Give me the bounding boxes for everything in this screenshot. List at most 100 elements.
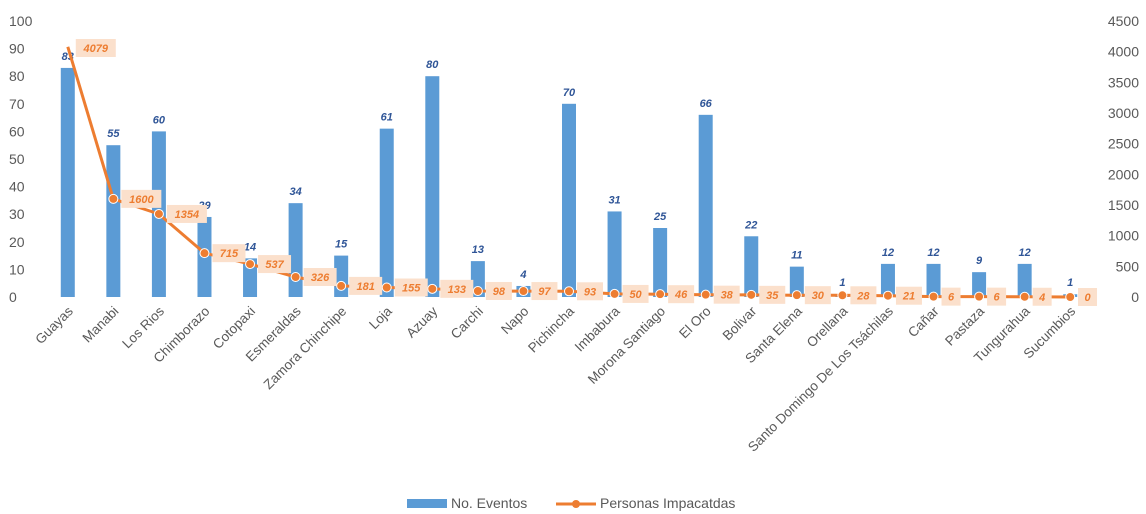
bar xyxy=(425,76,440,297)
bar xyxy=(607,211,622,297)
line-data-label: 133 xyxy=(440,279,474,298)
bar-data-label: 4 xyxy=(519,269,526,281)
line-data-label-box xyxy=(440,279,474,298)
y-left-tick-label: 0 xyxy=(9,289,17,305)
line-data-label: 155 xyxy=(394,278,428,297)
line-data-label-text: 155 xyxy=(402,282,421,294)
line-data-label-box xyxy=(531,282,558,301)
y-left-tick-label: 80 xyxy=(9,68,25,84)
line-point xyxy=(837,290,848,301)
bar xyxy=(60,67,75,297)
category-label: Napo xyxy=(498,304,531,337)
line-point xyxy=(472,285,483,296)
line-data-label: 181 xyxy=(349,276,383,295)
bar xyxy=(926,263,941,297)
line-data-label-text: 30 xyxy=(812,290,825,302)
y-left-tick-label: 20 xyxy=(9,234,25,250)
line-data-label-box xyxy=(121,189,162,208)
line-data-label-text: 133 xyxy=(448,284,466,296)
line-data-label-text: 98 xyxy=(493,286,506,298)
line-point xyxy=(791,290,802,301)
category-label: Orellana xyxy=(804,303,851,350)
line-point xyxy=(564,286,574,297)
y-axis-left: 0 10 20 30 40 50 60 70 80 90 100 xyxy=(9,13,33,305)
bar xyxy=(972,272,987,297)
y-left-tick-label: 10 xyxy=(9,261,25,277)
legend-bar-swatch xyxy=(407,499,447,508)
line-point xyxy=(928,291,939,302)
bar-data-label: 34 xyxy=(289,186,301,198)
bar xyxy=(880,263,895,297)
line-data-label: 0 xyxy=(1078,288,1097,306)
line-data-label-text: 181 xyxy=(356,281,374,293)
line-data-label: 28 xyxy=(850,286,877,305)
line-point xyxy=(882,290,893,301)
line-data-label-text: 28 xyxy=(856,290,870,302)
y-right-tick-label: 3500 xyxy=(1108,74,1139,90)
bar-data-label: 60 xyxy=(153,114,166,126)
line-data-label: 46 xyxy=(668,285,695,304)
legend: No. Eventos Personas Impacatdas xyxy=(407,495,735,511)
line-data-label-text: 21 xyxy=(902,291,915,303)
bar xyxy=(379,128,394,297)
line-point xyxy=(700,289,711,300)
y-right-tick-label: 3000 xyxy=(1108,105,1139,121)
line-data-label-box xyxy=(668,285,695,304)
line-data-label-box xyxy=(258,255,292,274)
y-right-tick-label: 4500 xyxy=(1108,13,1139,29)
line-data-label: 21 xyxy=(895,286,922,305)
category-label: Azuay xyxy=(403,303,440,340)
line-data-label-text: 326 xyxy=(311,272,330,284)
line-data-label-text: 1600 xyxy=(129,194,154,206)
y-left-tick-label: 30 xyxy=(9,206,25,222)
line-data-label: 93 xyxy=(577,282,603,301)
line-point xyxy=(518,286,529,297)
line-data-label-box xyxy=(804,286,831,305)
line-data-label-text: 38 xyxy=(721,290,734,302)
bar-data-label: 1 xyxy=(1067,277,1073,289)
line-data-label-box xyxy=(850,286,877,305)
y-left-tick-label: 90 xyxy=(9,41,25,57)
y-right-tick-label: 2500 xyxy=(1108,136,1139,152)
line-data-label: 1600 xyxy=(121,189,162,208)
legend-bar-label: No. Eventos xyxy=(451,495,527,511)
bar xyxy=(288,203,303,297)
line-data-label-box xyxy=(1078,288,1097,306)
bar xyxy=(1017,263,1032,297)
line-point xyxy=(1019,291,1030,302)
line-data-label: 537 xyxy=(258,255,292,274)
line-data-label-text: 1354 xyxy=(175,209,199,221)
line-data-label-text: 46 xyxy=(674,289,688,301)
line-point xyxy=(381,282,392,293)
bar-data-label: 1 xyxy=(839,277,845,289)
line-data-label: 38 xyxy=(713,285,740,304)
line-data-label: 30 xyxy=(804,286,831,305)
line-data-label: 6 xyxy=(941,287,961,306)
legend-line-label: Personas Impacatdas xyxy=(600,495,735,511)
line-point xyxy=(655,289,666,300)
category-label: Bolivar xyxy=(720,303,760,343)
bar-data-label: 25 xyxy=(653,211,667,223)
line-data-label: 1354 xyxy=(166,204,207,223)
category-label: Los Rios xyxy=(119,303,167,351)
y-right-tick-label: 2000 xyxy=(1108,166,1139,182)
category-label: Pichincha xyxy=(525,303,577,355)
bar-data-label: 13 xyxy=(472,244,484,256)
line-data-label-text: 715 xyxy=(220,248,239,260)
bar xyxy=(744,236,759,297)
line-data-label: 326 xyxy=(303,268,337,287)
line-point xyxy=(199,248,210,259)
line-data-label-box xyxy=(303,268,337,287)
bar-data-label: 11 xyxy=(791,250,802,262)
line-point xyxy=(974,291,985,302)
line-data-label-text: 6 xyxy=(948,292,955,304)
line-point xyxy=(746,289,757,300)
line-data-label: 4079 xyxy=(75,39,116,57)
bar-data-label: 80 xyxy=(426,59,439,71)
line-point xyxy=(153,208,164,219)
y-left-tick-label: 60 xyxy=(9,123,25,139)
bar-data-label: 55 xyxy=(107,128,120,140)
bar xyxy=(698,114,713,297)
